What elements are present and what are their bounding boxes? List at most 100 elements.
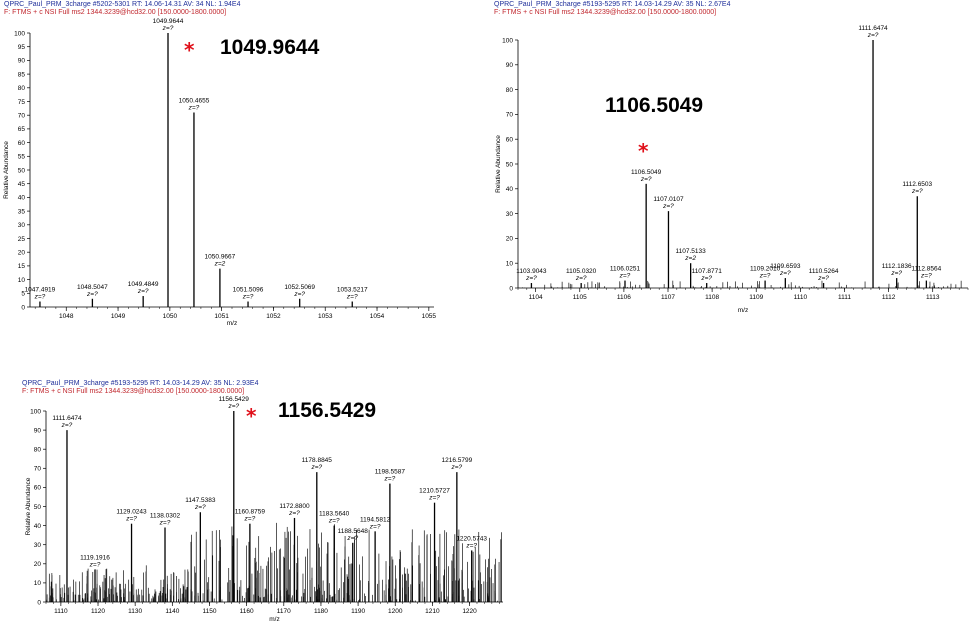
peak-label: 1048.5047 xyxy=(77,284,108,291)
x-tick-label: 1220 xyxy=(462,608,477,615)
peak-charge-label: z=? xyxy=(640,176,652,183)
y-tick-label: 30 xyxy=(506,211,514,218)
peak-label: 1188.5648 xyxy=(338,528,369,535)
peak-label: 1107.0107 xyxy=(653,196,684,203)
y-tick-label: 10 xyxy=(34,580,42,587)
x-axis-title: m/z xyxy=(269,616,279,623)
peak-label: 1194.5812 xyxy=(360,516,391,523)
peak-label: 1047.4919 xyxy=(25,287,56,294)
y-tick-label: 50 xyxy=(506,161,514,168)
peak-charge-label: z=? xyxy=(465,542,477,549)
x-tick-label: 1105 xyxy=(573,294,587,301)
x-tick-label: 1170 xyxy=(277,608,291,615)
peak-label: 1109.6593 xyxy=(770,263,801,270)
highlight-mz-label: 1156.5429 xyxy=(278,399,376,422)
y-tick-label: 85 xyxy=(18,71,26,78)
peak-charge-label: z=? xyxy=(188,104,200,111)
y-tick-label: 0 xyxy=(37,599,41,606)
y-axis-title: Relative Abundance xyxy=(3,141,10,199)
y-tick-label: 10 xyxy=(18,277,26,284)
y-axis-title: Relative Abundance xyxy=(495,135,502,193)
peak-label: 1210.5727 xyxy=(419,488,450,495)
y-tick-label: 30 xyxy=(34,542,42,549)
y-tick-label: 60 xyxy=(506,137,514,144)
peak-charge-label: z=? xyxy=(384,476,396,483)
peak-label: 1129.0243 xyxy=(116,509,147,516)
x-tick-label: 1120 xyxy=(91,608,105,615)
peak-label: 1147.5383 xyxy=(185,497,216,504)
peak-charge-label: z=? xyxy=(759,273,771,280)
peak-label: 1052.5069 xyxy=(284,284,315,291)
x-tick-label: 1049 xyxy=(111,313,126,320)
x-tick-label: 1106 xyxy=(617,294,631,301)
panel-1-header-line1: QPRC_Paul_PRM_3charge #5202-5301 RT: 14.… xyxy=(4,1,241,8)
y-tick-label: 95 xyxy=(18,44,26,51)
panel-3-header-line2: F: FTMS + c NSI Full ms2 1344.3239@hcd32… xyxy=(22,388,245,395)
highlight-star-marker: * xyxy=(246,404,257,428)
peak-label: 1107.5133 xyxy=(676,248,707,255)
x-tick-label: 1051 xyxy=(214,313,229,320)
y-tick-label: 100 xyxy=(14,30,25,37)
highlight-mz-label: 1106.5049 xyxy=(605,94,703,117)
x-tick-label: 1140 xyxy=(165,608,179,615)
y-tick-label: 0 xyxy=(509,285,513,292)
peak-charge-label: z=? xyxy=(288,510,300,517)
peak-charge-label: z=? xyxy=(346,294,358,301)
x-tick-label: 1110 xyxy=(794,294,808,301)
highlight-mz-label: 1049.9644 xyxy=(220,36,320,59)
x-tick-label: 1055 xyxy=(422,313,437,320)
peak-label: 1112.1836 xyxy=(882,263,912,270)
y-tick-label: 25 xyxy=(18,236,26,243)
peak-charge-label: z=? xyxy=(162,25,174,32)
peak-label: 1053.5217 xyxy=(337,287,368,294)
y-tick-label: 20 xyxy=(18,250,26,257)
y-tick-label: 50 xyxy=(34,504,42,511)
x-tick-label: 1130 xyxy=(128,608,142,615)
peak-charge-label: z=? xyxy=(244,516,256,523)
y-tick-label: 80 xyxy=(506,87,514,94)
peak-charge-label: z=? xyxy=(662,203,674,210)
peak-label: 1160.8759 xyxy=(235,509,266,516)
panel-2-header-line1: QPRC_Paul_PRM_3charge #5193-5295 RT: 14.… xyxy=(494,1,731,8)
y-tick-label: 80 xyxy=(18,85,26,92)
y-tick-label: 70 xyxy=(506,112,514,119)
peak-charge-label: z=? xyxy=(369,523,381,530)
peak-charge-label: z=? xyxy=(525,275,537,282)
y-tick-label: 40 xyxy=(18,195,26,202)
y-tick-label: 10 xyxy=(506,261,514,268)
y-tick-label: 35 xyxy=(18,208,26,215)
y-tick-label: 90 xyxy=(34,427,42,434)
peak-charge-label: z=? xyxy=(346,535,358,542)
peak-charge-label: z=? xyxy=(328,518,340,525)
peak-charge-label: z=? xyxy=(137,288,149,295)
x-tick-label: 1048 xyxy=(59,313,74,320)
x-tick-label: 1112 xyxy=(882,294,896,301)
y-tick-label: 75 xyxy=(18,99,26,106)
peak-charge-label: z=? xyxy=(700,275,712,282)
x-tick-label: 1190 xyxy=(351,608,365,615)
peak-charge-label: z=? xyxy=(242,294,254,301)
peak-label: 1049.4849 xyxy=(128,281,159,288)
x-tick-label: 1111 xyxy=(838,294,851,301)
peak-charge-label: z=? xyxy=(428,495,440,502)
peak-charge-label: z=? xyxy=(293,291,305,298)
y-tick-label: 90 xyxy=(18,58,26,65)
y-tick-label: 70 xyxy=(18,113,26,120)
peak-label: 1216.5799 xyxy=(441,457,472,464)
y-tick-label: 20 xyxy=(506,236,514,243)
x-tick-label: 1180 xyxy=(314,608,328,615)
y-axis-title: Relative Abundance xyxy=(25,477,32,535)
y-tick-label: 5 xyxy=(21,291,25,298)
peak-label: 1050.9667 xyxy=(205,254,236,261)
peak-label: 1172.8800 xyxy=(279,503,310,510)
peak-charge-label: z=? xyxy=(911,188,923,195)
peak-charge-label: z=? xyxy=(34,294,46,301)
x-tick-label: 1054 xyxy=(370,313,385,320)
peak-charge-label: z=? xyxy=(159,520,171,527)
peak-charge-label: z=? xyxy=(619,273,631,280)
peak-charge-label: z=? xyxy=(817,275,829,282)
peak-label: 1051.5096 xyxy=(233,287,264,294)
y-tick-label: 100 xyxy=(30,408,41,415)
panel-3-header-line1: QPRC_Paul_PRM_3charge #5193-5295 RT: 14.… xyxy=(22,380,259,387)
peak-charge-label: z=? xyxy=(779,270,791,277)
